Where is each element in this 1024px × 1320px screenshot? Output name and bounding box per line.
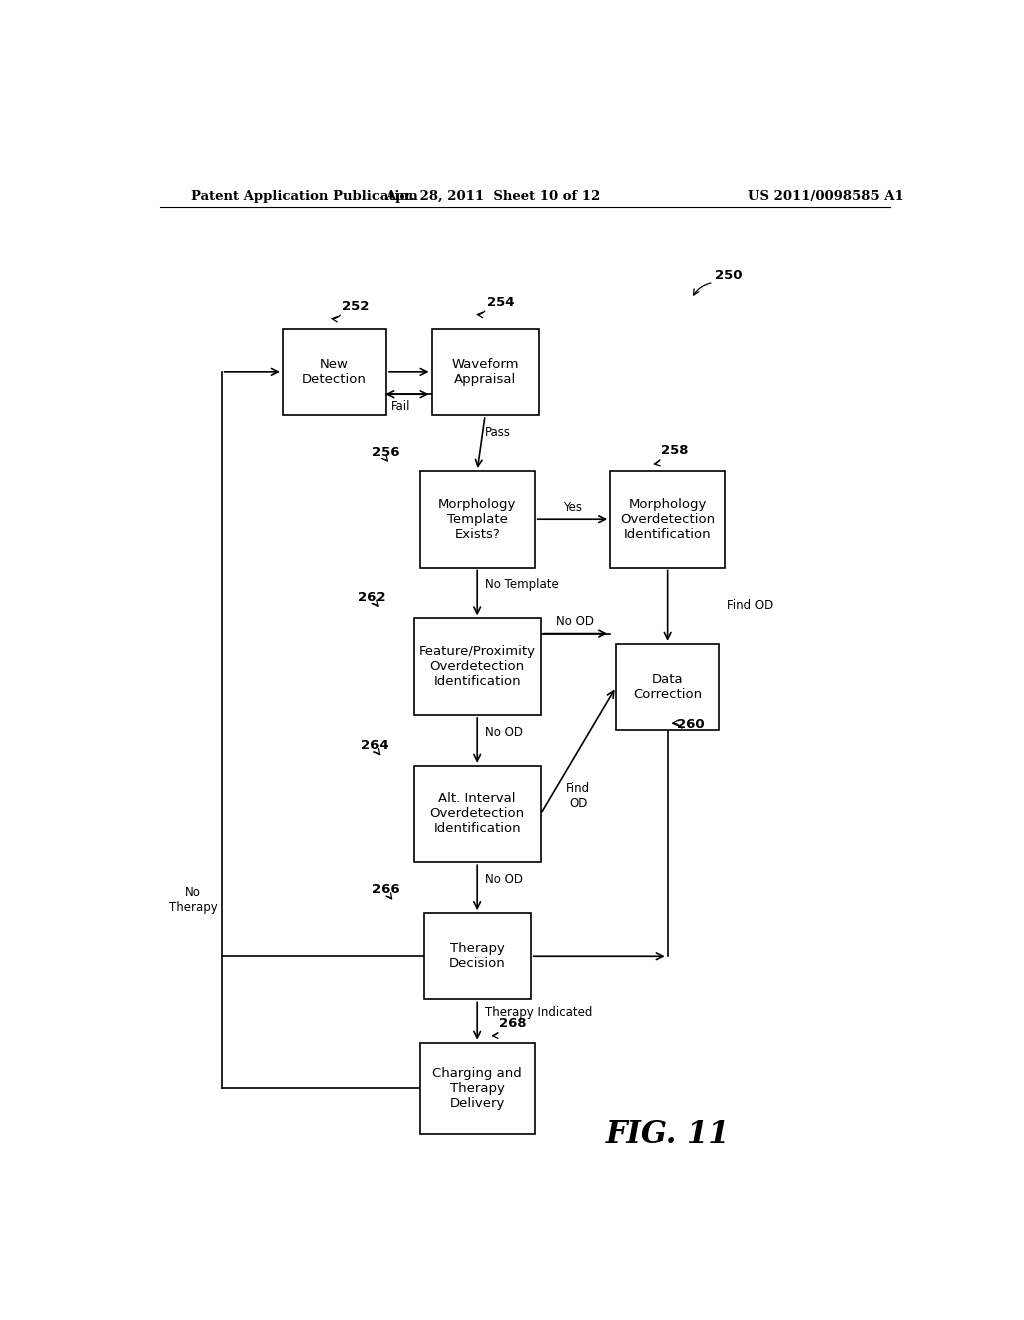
Text: US 2011/0098585 A1: US 2011/0098585 A1 xyxy=(749,190,904,202)
Text: 266: 266 xyxy=(373,883,400,896)
Text: No Template: No Template xyxy=(485,578,559,591)
FancyBboxPatch shape xyxy=(424,913,530,999)
Text: Data
Correction: Data Correction xyxy=(633,673,702,701)
Text: 258: 258 xyxy=(662,445,689,457)
Text: No OD: No OD xyxy=(556,615,594,628)
Text: No
Therapy: No Therapy xyxy=(169,886,218,915)
Text: Feature/Proximity
Overdetection
Identification: Feature/Proximity Overdetection Identifi… xyxy=(419,645,536,688)
FancyBboxPatch shape xyxy=(610,471,725,568)
Text: Therapy Indicated: Therapy Indicated xyxy=(485,1006,593,1019)
Text: Patent Application Publication: Patent Application Publication xyxy=(191,190,418,202)
FancyBboxPatch shape xyxy=(420,1043,535,1134)
FancyBboxPatch shape xyxy=(431,329,539,414)
Text: FIG. 11: FIG. 11 xyxy=(605,1118,730,1150)
Text: 268: 268 xyxy=(500,1018,527,1031)
Text: 260: 260 xyxy=(677,718,705,731)
Text: 250: 250 xyxy=(715,269,742,282)
Text: Yes: Yes xyxy=(563,500,582,513)
Text: Morphology
Overdetection
Identification: Morphology Overdetection Identification xyxy=(621,498,715,541)
Text: No OD: No OD xyxy=(485,873,523,886)
Text: Charging and
Therapy
Delivery: Charging and Therapy Delivery xyxy=(432,1067,522,1110)
Text: 254: 254 xyxy=(486,296,514,309)
Text: 252: 252 xyxy=(342,300,370,313)
FancyBboxPatch shape xyxy=(414,618,541,715)
Text: Morphology
Template
Exists?: Morphology Template Exists? xyxy=(438,498,516,541)
Text: New
Detection: New Detection xyxy=(302,358,367,385)
Text: 262: 262 xyxy=(358,590,386,603)
Text: No OD: No OD xyxy=(485,726,523,739)
Text: Pass: Pass xyxy=(485,426,511,440)
Text: 264: 264 xyxy=(360,739,388,752)
Text: Apr. 28, 2011  Sheet 10 of 12: Apr. 28, 2011 Sheet 10 of 12 xyxy=(385,190,601,202)
FancyBboxPatch shape xyxy=(420,471,535,568)
Text: Find OD: Find OD xyxy=(727,599,773,612)
Text: Fail: Fail xyxy=(391,400,411,413)
Text: Alt. Interval
Overdetection
Identification: Alt. Interval Overdetection Identificati… xyxy=(430,792,524,836)
Text: Therapy
Decision: Therapy Decision xyxy=(449,942,506,970)
FancyBboxPatch shape xyxy=(283,329,386,414)
Text: 256: 256 xyxy=(372,446,399,459)
FancyBboxPatch shape xyxy=(616,644,719,730)
Text: Find
OD: Find OD xyxy=(566,781,591,809)
Text: Waveform
Appraisal: Waveform Appraisal xyxy=(452,358,519,385)
FancyBboxPatch shape xyxy=(414,766,541,862)
